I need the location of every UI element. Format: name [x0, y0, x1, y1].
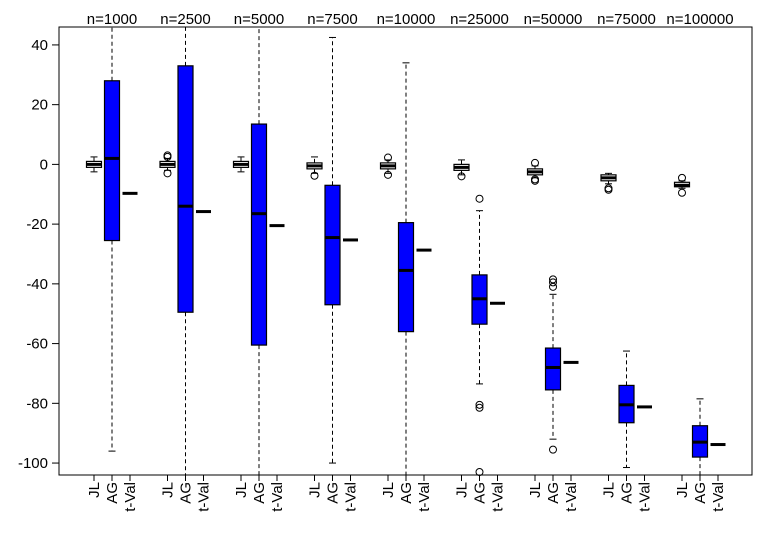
x-tick-label: JL	[674, 482, 691, 498]
y-tick-label: -60	[26, 336, 48, 353]
y-tick-label: 20	[31, 97, 48, 114]
box-iqr	[177, 65, 194, 313]
outlier-point	[604, 184, 613, 193]
box-ag	[397, 62, 415, 476]
y-axis: 40 20 0 -20 -40 -60 -80 -100	[18, 37, 719, 481]
x-tick-label: JL	[601, 482, 618, 498]
box-jl	[159, 151, 176, 178]
outlier-point	[678, 188, 686, 197]
x-tick-label: t-Val	[710, 482, 727, 512]
x-tick-label: JL	[527, 482, 544, 498]
box-ag	[691, 398, 709, 476]
x-tick-label: JL	[454, 482, 471, 498]
outlier-point	[531, 176, 539, 185]
outlier-point	[549, 282, 557, 291]
outlier-point	[475, 194, 484, 203]
box-ag	[324, 36, 341, 464]
x-tick-label: t-Val	[637, 482, 654, 512]
outlier-point	[163, 169, 172, 178]
x-tick-label: t-Val	[196, 482, 213, 512]
x-tick-label: t-Val	[343, 482, 360, 512]
group-size-label: n=75000	[597, 11, 656, 28]
outlier-point	[475, 468, 484, 477]
y-tick-label: -20	[26, 216, 48, 233]
y-tick-label: 40	[31, 37, 48, 54]
plot-area	[85, 26, 726, 477]
group-size-label: n=5000	[234, 11, 284, 28]
x-tick-label: JL	[233, 482, 250, 498]
x-tick-label: AG	[692, 482, 709, 504]
x-tick-label: JL	[307, 482, 324, 498]
group-size-label: n=10000	[377, 11, 436, 28]
group-size-label: n=7500	[307, 11, 357, 28]
x-tick-label: AG	[619, 482, 636, 504]
group-size-label: n=2500	[160, 11, 210, 28]
x-tick-label: t-Val	[269, 482, 286, 512]
x-tick-label: AG	[104, 482, 121, 504]
x-tick-label: AG	[398, 482, 415, 504]
group-size-label: n=25000	[450, 11, 509, 28]
box-iqr	[250, 123, 268, 346]
outlier-point	[531, 158, 539, 167]
x-tick-label: AG	[178, 482, 195, 504]
outlier-point	[549, 278, 557, 287]
outlier-point	[475, 400, 484, 409]
box-jl	[306, 156, 323, 180]
x-tick-label: t-Val	[490, 482, 507, 512]
group-size-label: n=50000	[524, 11, 583, 28]
box-ag	[471, 194, 488, 477]
x-tick-label: JL	[86, 482, 103, 498]
x-tick-label: AG	[472, 482, 489, 504]
box-jl	[673, 173, 691, 197]
outlier-point	[457, 172, 466, 181]
box-jl	[379, 153, 397, 179]
box-ag	[177, 26, 194, 476]
box-jl	[232, 156, 250, 173]
box-iqr	[324, 184, 341, 306]
box-jl	[453, 159, 470, 181]
y-tick-label: -100	[18, 455, 48, 472]
y-tick-label: 0	[40, 156, 48, 173]
box-ag	[250, 26, 268, 476]
y-tick-label: -80	[26, 395, 48, 412]
outlier-point	[384, 170, 392, 179]
box-jl	[526, 158, 544, 185]
box-ag	[618, 350, 635, 469]
x-tick-label: t-Val	[416, 482, 433, 512]
box-ag	[103, 26, 121, 452]
box-jl	[85, 156, 103, 173]
x-tick-label: t-Val	[563, 482, 580, 512]
outlier-point	[163, 152, 172, 161]
x-tick-label: JL	[160, 482, 177, 498]
outlier-point	[678, 173, 686, 182]
y-tick-label: -40	[26, 276, 48, 293]
outlier-point	[310, 171, 319, 180]
group-size-label: n=1000	[87, 11, 137, 28]
box-iqr	[397, 222, 415, 333]
outlier-point	[384, 153, 392, 162]
x-tick-label: t-Val	[122, 482, 139, 512]
x-tick-label: AG	[545, 482, 562, 504]
x-tick-label: AG	[251, 482, 268, 504]
box-ag	[544, 275, 562, 454]
outlier-point	[475, 403, 484, 412]
x-tick-label: JL	[380, 482, 397, 498]
outlier-point	[549, 445, 557, 454]
group-size-label: n=100000	[666, 11, 733, 28]
box-jl	[600, 172, 617, 194]
x-tick-label: AG	[325, 482, 342, 504]
box-iqr	[103, 80, 121, 242]
